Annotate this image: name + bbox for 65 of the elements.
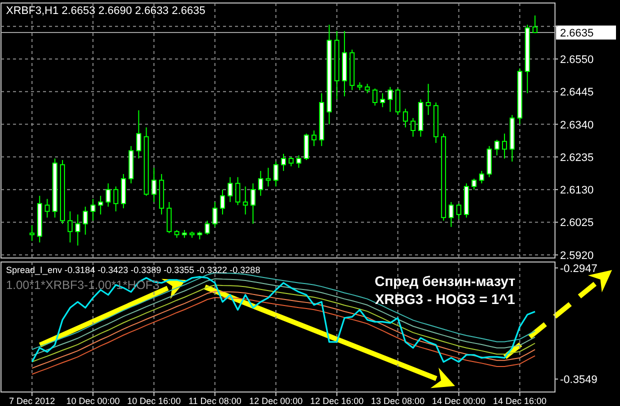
x-tick-label: 12 Dec 00:00 — [249, 396, 303, 406]
ref-line-label: 2.6635 — [560, 28, 594, 40]
candlestick — [204, 220, 210, 236]
y-tick-label: 2.5920 — [560, 250, 594, 262]
candlestick — [75, 214, 80, 246]
candlestick — [304, 133, 309, 161]
candlestick — [502, 133, 508, 159]
candlestick — [90, 198, 96, 222]
candlestick — [98, 195, 104, 215]
candlestick — [273, 161, 278, 187]
candlestick — [410, 118, 416, 138]
y-tick-label: 2.6025 — [560, 217, 594, 230]
x-tick-label: 11 Dec 08:00 — [188, 396, 242, 406]
y-tick-label: -0.3549 — [560, 374, 598, 386]
candlestick — [448, 202, 454, 228]
candlestick — [288, 156, 294, 167]
y-tick-label: 2.6130 — [560, 184, 594, 197]
candlestick — [311, 130, 316, 147]
candlestick — [82, 206, 88, 236]
candlestick — [296, 154, 302, 168]
candlestick — [472, 178, 477, 190]
candlestick — [113, 186, 118, 212]
candlestick — [281, 153, 286, 172]
candlestick — [258, 170, 264, 196]
candlestick — [151, 167, 156, 203]
x-tick-label: 14 Dec 16:00 — [492, 396, 547, 406]
candlestick — [136, 110, 142, 159]
candlestick — [266, 167, 271, 187]
x-tick-label: 14 Dec 00:00 — [432, 396, 486, 406]
y-tick-label: 2.6550 — [560, 54, 594, 66]
candlestick — [372, 88, 378, 106]
chart-title: XRBF3,H1 2.6653 2.6690 2.6633 2.6635 — [6, 5, 206, 17]
y-tick-label: 2.6340 — [560, 119, 594, 132]
annotation: Спред бензин-мазут — [374, 273, 516, 289]
candlestick — [380, 92, 386, 108]
x-tick-label: 12 Dec 16:00 — [310, 396, 364, 406]
candlestick — [402, 108, 408, 128]
candlestick — [228, 176, 233, 203]
candlestick — [364, 83, 370, 94]
candlestick — [395, 88, 400, 116]
x-tick-label: 10 Dec 16:00 — [127, 396, 181, 406]
candlestick — [250, 182, 256, 224]
candlestick — [106, 182, 111, 208]
candlestick — [235, 176, 240, 206]
x-tick-label: 10 Dec 00:00 — [66, 396, 120, 406]
x-tick-label: 13 Dec 08:00 — [371, 396, 425, 406]
candlestick — [388, 86, 393, 112]
annotation: XRBG3 - HOG3 = 1^1 — [374, 291, 516, 307]
candlestick — [242, 186, 248, 215]
candlestick — [426, 83, 431, 116]
candlestick — [212, 202, 218, 228]
candlestick — [44, 198, 50, 218]
candlestick — [532, 14, 538, 34]
chart-title: Spread_I_env -0.3184 -0.3423 -0.3389 -0.3355 -0.3322 -0.3288 — [6, 265, 260, 275]
y-tick-label: -0.2947 — [560, 262, 598, 275]
candlestick — [494, 139, 500, 156]
candlestick — [220, 189, 226, 215]
y-tick-label: 2.6445 — [560, 86, 594, 99]
y-tick-label: 2.6235 — [560, 152, 594, 164]
candlestick — [166, 202, 172, 234]
candlestick — [456, 203, 462, 220]
candlestick — [30, 224, 34, 242]
candlestick — [479, 170, 484, 184]
candlestick — [68, 210, 73, 243]
x-tick-label: 7 Dec 2012 — [8, 396, 56, 406]
